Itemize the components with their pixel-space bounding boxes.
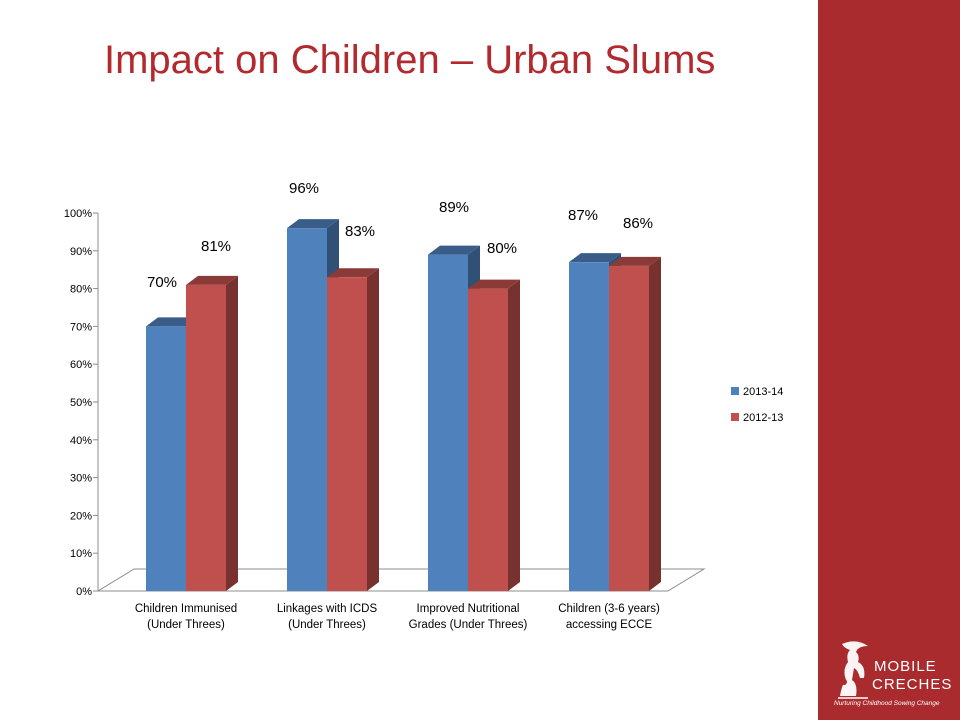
category-label: Children (3-6 years) — [558, 603, 660, 615]
bar-top — [569, 253, 621, 263]
bar-top — [287, 219, 339, 229]
legend-swatch — [731, 387, 739, 395]
bar-side — [226, 275, 238, 591]
logo-line1: MOBILE — [874, 658, 937, 675]
y-tick-label: 40% — [70, 435, 92, 447]
legend-swatch — [731, 413, 739, 421]
y-tick-label: 30% — [70, 473, 92, 485]
y-tick-label: 10% — [70, 548, 92, 560]
bar-top — [609, 256, 661, 266]
bar-top — [327, 268, 379, 278]
bar — [327, 277, 367, 591]
y-tick-label: 90% — [70, 246, 92, 258]
bar-chart: 0% 10% 20% 30% 40% 50% 60% 70% 80% 90% 100% 70% 96% 8… — [64, 180, 784, 631]
data-label: 80% — [487, 240, 517, 257]
data-label: 96% — [289, 180, 319, 197]
bar — [287, 228, 327, 591]
bar-top — [468, 279, 520, 289]
category-label: accessing ECCE — [566, 619, 653, 631]
bar-side — [649, 256, 661, 591]
bar — [609, 265, 649, 591]
y-tick-label: 0% — [76, 586, 92, 598]
category-label: Children Immunised — [135, 603, 237, 615]
bar-top — [146, 317, 198, 327]
data-label: 81% — [201, 238, 231, 255]
logo-line2: CRECHES — [872, 676, 953, 693]
category-label: (Under Threes) — [147, 619, 225, 631]
data-label: 86% — [623, 215, 653, 232]
y-tick-label: 50% — [70, 397, 92, 409]
y-tick-label: 20% — [70, 510, 92, 522]
side-band — [818, 0, 960, 720]
bar — [146, 326, 186, 591]
y-tick-label: 60% — [70, 359, 92, 371]
bar-top — [186, 275, 238, 285]
data-label: 83% — [345, 223, 375, 240]
y-tick-label: 80% — [70, 284, 92, 296]
legend-label: 2013-14 — [743, 386, 783, 398]
slide-title: Impact on Children – Urban Slums — [104, 38, 716, 82]
legend-label: 2012-13 — [743, 412, 783, 424]
bar — [428, 254, 468, 591]
y-tick-label: 100% — [64, 208, 92, 220]
logo-tagline: Nurturing Childhood Sowing Change — [834, 700, 940, 707]
bar-top — [428, 245, 480, 255]
bar — [569, 262, 609, 591]
category-label: Improved Nutritional — [417, 603, 520, 615]
category-label: Linkages with ICDS — [277, 603, 378, 615]
mobile-creches-logo: MOBILE CRECHES Nurturing Childhood Sowin… — [832, 640, 956, 716]
data-label: 87% — [568, 207, 598, 224]
bar — [186, 284, 226, 591]
data-label: 89% — [439, 199, 469, 216]
data-label: 70% — [147, 274, 177, 291]
bar — [468, 288, 508, 591]
category-label: Grades (Under Threes) — [409, 619, 528, 631]
category-label: (Under Threes) — [288, 619, 366, 631]
bar-side — [508, 279, 520, 591]
y-tick-label: 70% — [70, 321, 92, 333]
mother-child-icon — [838, 641, 868, 699]
bar-side — [367, 268, 379, 591]
